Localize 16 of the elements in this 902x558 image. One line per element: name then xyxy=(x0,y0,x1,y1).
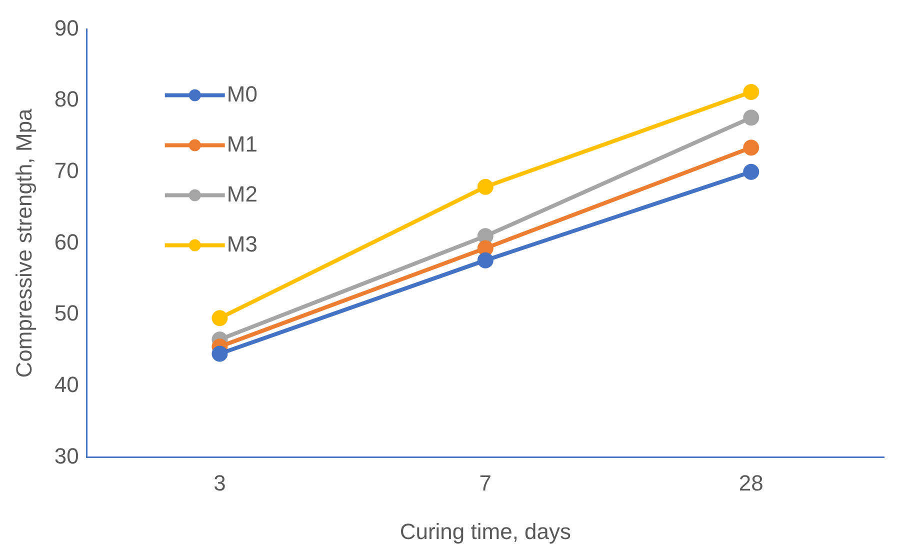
legend-label: M2 xyxy=(226,181,258,206)
x-tick-label: 7 xyxy=(479,470,492,496)
legend-label: M1 xyxy=(226,131,258,156)
y-tick-label: 40 xyxy=(54,372,79,397)
y-tick-label: 70 xyxy=(54,158,79,183)
y-tick-label: 60 xyxy=(54,229,79,254)
x-tick-label: 28 xyxy=(738,470,764,496)
y-tick-label: 50 xyxy=(54,300,79,326)
y-tick-label: 90 xyxy=(54,15,79,40)
y-axis-title: Compressive strength, Mpa xyxy=(11,108,36,378)
x-axis-title: Curing time, days xyxy=(400,518,572,544)
y-tick-label: 80 xyxy=(54,86,79,112)
legend-label: M0 xyxy=(226,81,258,106)
y-tick-label: 30 xyxy=(54,443,79,468)
x-tick-label: 3 xyxy=(214,470,226,496)
legend-label: M3 xyxy=(226,231,258,256)
